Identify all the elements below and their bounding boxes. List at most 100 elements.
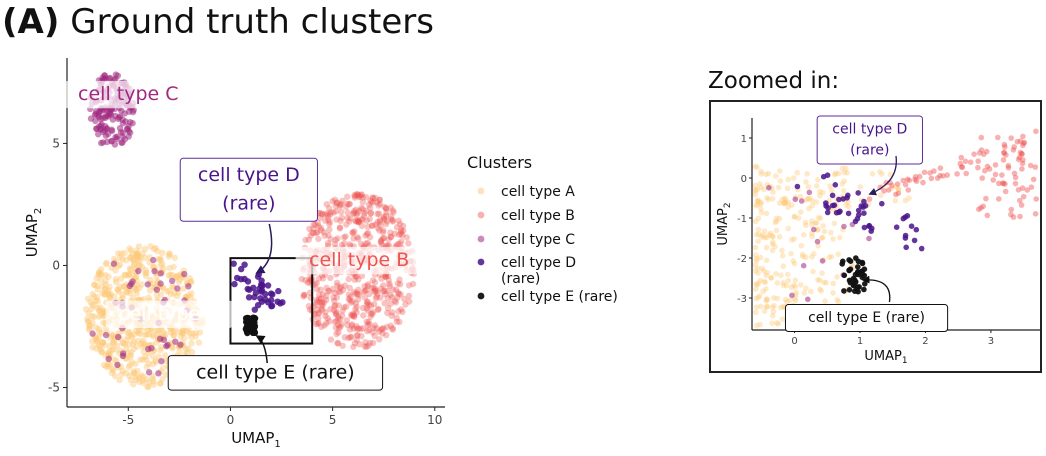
scatter-point	[275, 287, 282, 295]
scatter-point	[380, 234, 388, 242]
scatter-point	[119, 352, 127, 360]
scatter-point	[160, 285, 167, 292]
scatter-point	[755, 226, 762, 233]
scatter-point	[350, 310, 357, 317]
scatter-point	[93, 293, 101, 301]
scatter-point	[352, 192, 359, 200]
scatter-point	[817, 277, 823, 284]
scatter-point	[322, 217, 329, 224]
scatter-point	[806, 205, 812, 212]
scatter-point	[1012, 180, 1019, 187]
scatter-point	[338, 241, 346, 249]
scatter-point	[123, 257, 130, 264]
scatter-point	[128, 349, 135, 356]
scatter-point	[363, 207, 370, 214]
scatter-point	[169, 345, 176, 352]
scatter-point	[805, 184, 812, 190]
scatter-point	[341, 334, 348, 341]
scatter-point	[770, 189, 776, 195]
scatter-point	[262, 290, 269, 298]
scatter-point	[158, 344, 165, 351]
scatter-point	[186, 275, 193, 282]
scatter-point	[920, 179, 926, 186]
label-cell-type-e: cell type E (rare)	[196, 361, 355, 383]
scatter-point	[325, 287, 332, 295]
scatter-point	[185, 345, 192, 352]
scatter-point	[107, 350, 114, 358]
scatter-point	[794, 183, 801, 190]
scatter-point	[763, 244, 770, 251]
scatter-point	[315, 315, 322, 322]
scatter-point	[106, 283, 113, 291]
scatter-point	[791, 236, 797, 242]
scatter-point	[159, 260, 166, 268]
scatter-point	[347, 334, 354, 341]
scatter-point	[100, 76, 107, 83]
scatter-point	[267, 290, 275, 297]
scatter-point	[810, 268, 816, 275]
scatter-point	[358, 191, 365, 198]
scatter-point	[149, 375, 156, 382]
scatter-point	[116, 261, 124, 268]
label-cell-type-e-box	[167, 355, 384, 391]
scatter-point	[800, 253, 806, 260]
scatter-point	[127, 266, 134, 273]
scatter-point	[84, 315, 91, 322]
scatter-point	[772, 243, 778, 250]
legend-key-2	[477, 211, 485, 219]
scatter-point	[758, 168, 764, 175]
scatter-point	[378, 285, 385, 292]
scatter-point	[100, 361, 108, 369]
scatter-point	[170, 331, 177, 339]
scatter-point	[363, 305, 370, 312]
scatter-point	[344, 209, 351, 216]
scatter-point	[797, 193, 804, 200]
scatter-point	[314, 306, 321, 313]
scatter-point	[785, 176, 792, 183]
scatter-point	[367, 204, 374, 211]
scatter-point	[806, 189, 813, 196]
scatter-point	[756, 181, 763, 187]
scatter-point	[170, 332, 177, 339]
scatter-point	[758, 209, 765, 216]
scatter-point	[354, 191, 361, 199]
scatter-point	[778, 272, 784, 279]
scatter-point	[364, 223, 371, 230]
scatter-point	[121, 249, 128, 257]
scatter-point	[345, 201, 353, 208]
scatter-point	[92, 297, 100, 304]
scatter-point	[797, 282, 804, 288]
scatter-point	[766, 232, 772, 238]
scatter-point	[344, 215, 351, 222]
scatter-point	[979, 175, 985, 181]
main-y-tick-label: 5	[52, 136, 60, 150]
scatter-point	[992, 171, 999, 178]
scatter-point	[345, 291, 353, 298]
scatter-point	[334, 199, 341, 206]
scatter-point	[763, 171, 769, 178]
scatter-point	[97, 270, 104, 277]
scatter-point	[754, 198, 761, 204]
scatter-point	[349, 298, 356, 305]
scatter-point	[753, 281, 760, 287]
main-x-axis-title: UMAP1	[231, 429, 281, 450]
scatter-point	[877, 184, 883, 191]
scatter-point	[841, 223, 847, 230]
scatter-point	[252, 289, 260, 297]
scatter-point	[918, 245, 925, 252]
scatter-point	[132, 360, 139, 368]
scatter-point	[162, 357, 170, 365]
scatter-point	[382, 212, 390, 219]
zoom-y-tick-label: 0	[741, 174, 747, 185]
scatter-point	[339, 307, 346, 314]
scatter-point	[110, 339, 118, 346]
scatter-point	[374, 290, 381, 297]
scatter-point	[93, 275, 100, 282]
scatter-point	[763, 296, 770, 302]
scatter-point	[779, 247, 785, 254]
scatter-point	[389, 217, 397, 224]
scatter-point	[784, 185, 791, 192]
scatter-point	[313, 286, 320, 293]
scatter-point	[753, 304, 760, 311]
label-cell-type-a: cell type A	[119, 303, 219, 325]
